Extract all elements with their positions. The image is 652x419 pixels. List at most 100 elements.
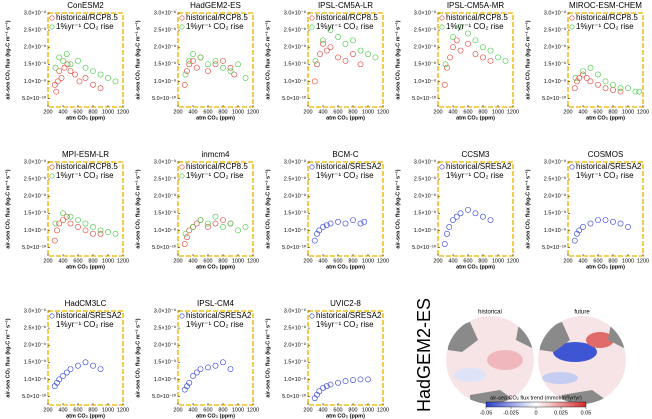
y-tick-label: 1.0×10⁻⁹ <box>284 78 306 85</box>
y-axis-label: air-sea CO₂ flux (kg-C m⁻² s⁻¹) <box>264 169 271 248</box>
point <box>97 85 104 92</box>
y-tick-label: 1.5×10⁻⁹ <box>284 61 306 68</box>
x-axis-label: atm CO₂ (ppm) <box>66 264 105 270</box>
x-tick-label: 1200 <box>247 407 259 413</box>
x-tick-label: 200 <box>303 109 312 115</box>
point <box>312 57 319 64</box>
panel: IPSL-CM5A-MR 5.0×10⁻¹⁰ 1.0×10⁻⁹ 1.5×10⁻⁹ 2.0… <box>394 1 519 121</box>
legend-label: historical/SRESA2 <box>446 162 512 171</box>
panel: MPI-ESM-LR 5.0×10⁻¹⁰ 1.0×10⁻⁹ 1.5×10⁻⁹ 2.0×1… <box>4 150 129 270</box>
y-tick-label: 2.0×10⁻⁹ <box>24 342 46 349</box>
y-axis-label: air-sea CO₂ flux (kg-C m⁻² s⁻¹) <box>394 20 401 99</box>
point <box>617 88 624 95</box>
y-tick-label: 2.5×10⁻⁹ <box>284 325 306 332</box>
x-tick-label: 400 <box>578 109 587 115</box>
point <box>67 61 74 68</box>
legend-symbol <box>569 24 575 30</box>
point <box>82 227 89 234</box>
x-axis-label: atm CO₂ (ppm) <box>456 264 495 270</box>
x-tick-label: 1000 <box>102 407 114 413</box>
legend-symbol <box>309 313 315 319</box>
x-tick-label: 800 <box>348 109 357 115</box>
point <box>453 213 460 220</box>
x-tick-label: 400 <box>578 258 587 264</box>
point <box>472 37 479 44</box>
y-tick-label: 5.0×10⁻¹⁰ <box>412 95 437 102</box>
x-tick-label: 600 <box>73 109 82 115</box>
legend-symbol <box>179 313 185 319</box>
point <box>90 224 96 230</box>
x-tick-label: 1000 <box>102 258 114 264</box>
point <box>465 40 471 47</box>
point <box>447 54 453 61</box>
x-tick-label: 600 <box>333 407 342 413</box>
point <box>227 220 234 227</box>
point <box>487 47 494 54</box>
x-tick-label: 200 <box>43 109 52 115</box>
y-axis-label: air-sea CO₂ flux (kg-C m⁻² s⁻¹) <box>524 169 531 248</box>
point <box>235 227 241 234</box>
point <box>193 369 200 376</box>
panel-title: IPSL-CM5A-MR <box>447 1 505 10</box>
y-tick-label: 2.0×10⁻⁹ <box>544 44 566 51</box>
y-tick-label: 1.5×10⁻⁹ <box>284 359 306 366</box>
point <box>212 362 219 369</box>
legend-label: 1%yr⁻¹ CO₂ rise <box>56 320 114 329</box>
panel-title: HadCM3LC <box>65 299 107 308</box>
legend-symbol <box>309 24 315 30</box>
point <box>54 227 60 234</box>
x-tick-label: 200 <box>433 109 442 115</box>
x-tick-label: 400 <box>318 258 327 264</box>
x-tick-label: 800 <box>88 407 97 413</box>
point <box>450 44 456 51</box>
plot-frame <box>307 161 384 257</box>
point <box>76 78 83 85</box>
y-tick-label: 5.0×10⁻¹⁰ <box>412 244 437 251</box>
x-axis-label: atm CO₂ (ppm) <box>66 413 105 419</box>
x-axis-label: atm CO₂ (ppm) <box>326 115 365 121</box>
y-tick-label: 1.0×10⁻⁹ <box>284 227 306 234</box>
plot-frame <box>177 310 254 406</box>
colorbar-title: air-sea CO₂ flux trend (mmol/m²/yr/yr) <box>490 395 582 401</box>
y-tick-label: 1.0×10⁻⁹ <box>154 78 176 85</box>
point <box>342 220 349 227</box>
y-tick-label: 2.5×10⁻⁹ <box>154 325 176 332</box>
point <box>342 378 349 384</box>
point <box>63 51 70 57</box>
y-tick-label: 3.0×10⁻⁹ <box>24 307 46 314</box>
point <box>97 227 104 234</box>
y-tick-label: 5.0×10⁻¹⁰ <box>282 95 307 102</box>
x-tick-label: 800 <box>348 258 357 264</box>
point <box>450 34 456 40</box>
legend-symbol <box>569 15 575 21</box>
point <box>72 71 78 78</box>
legend-label: 1%yr⁻¹ CO₂ rise <box>316 22 374 31</box>
point <box>323 383 330 390</box>
legend-symbol <box>439 24 445 30</box>
x-tick-label: 1000 <box>362 407 374 413</box>
point <box>75 224 81 230</box>
legend-label: historical/RCP8.5 <box>316 13 378 22</box>
map-label: HadGEM2-ES <box>414 298 434 412</box>
point <box>576 227 583 234</box>
point <box>442 61 449 68</box>
x-tick-label: 1000 <box>492 258 504 264</box>
point <box>595 71 601 78</box>
point <box>441 81 448 88</box>
point <box>82 359 89 366</box>
point <box>220 224 226 230</box>
point <box>595 81 601 88</box>
point <box>235 61 241 68</box>
y-axis-label: air-sea CO₂ flux (kg-C m⁻² s⁻¹) <box>394 169 401 248</box>
colorbar-tick-label: -0.025 <box>503 410 519 416</box>
x-tick-label: 600 <box>203 258 212 264</box>
point <box>587 64 594 71</box>
x-tick-label: 200 <box>303 407 312 413</box>
x-tick-label: 400 <box>58 258 67 264</box>
legend-label: historical/SRESA2 <box>316 311 382 320</box>
y-axis-label: air-sea CO₂ flux (kg-C m⁻² s⁻¹) <box>4 169 11 248</box>
panel-title: IPSL-CM5A-LR <box>318 1 373 10</box>
y-tick-label: 2.0×10⁻⁹ <box>414 193 436 200</box>
legend-symbol <box>49 24 55 30</box>
y-tick-label: 3.0×10⁻⁹ <box>154 158 176 165</box>
